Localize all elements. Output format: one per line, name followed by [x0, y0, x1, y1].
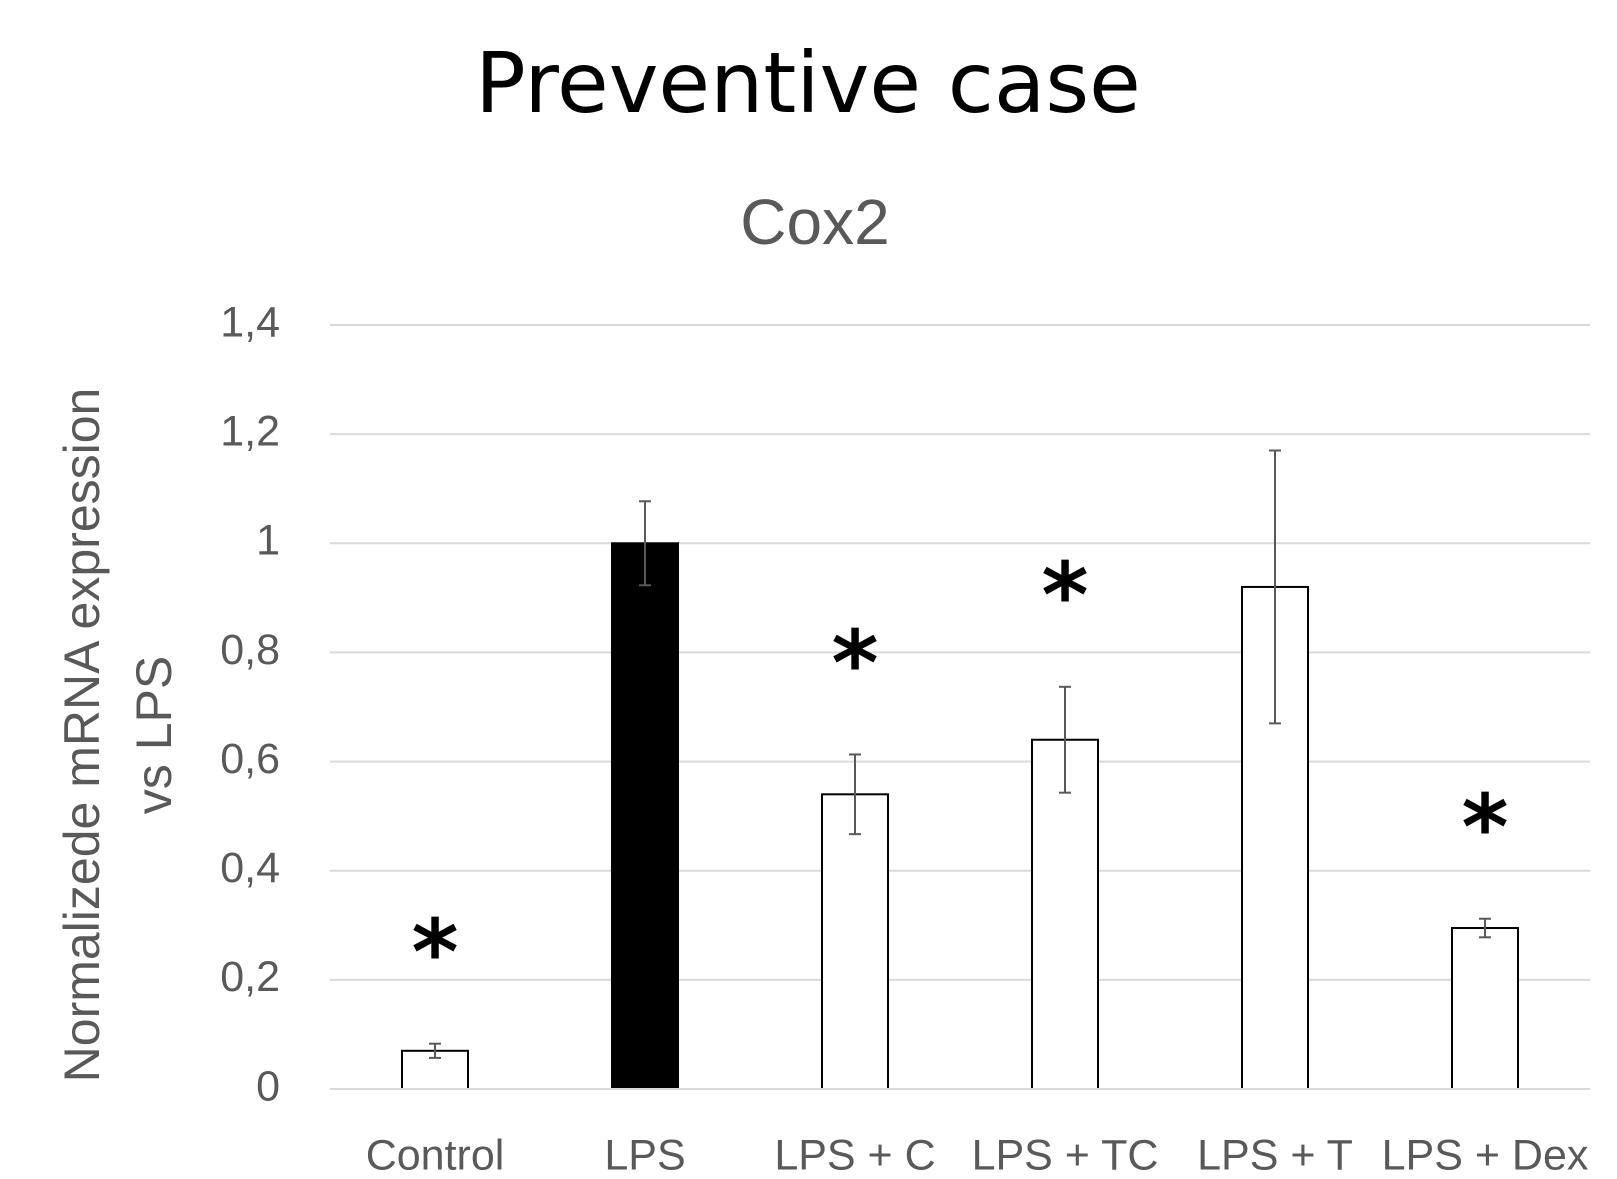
y-tick-label: 0,4 [220, 844, 280, 892]
y-axis-label: vs LPS [126, 656, 182, 814]
y-tick-label: 1,4 [220, 298, 280, 346]
y-tick-label: 0,2 [220, 953, 280, 1001]
bar [611, 542, 679, 1090]
bar [821, 793, 889, 1090]
y-tick-label: 0,8 [220, 626, 280, 674]
significance-marker: * [831, 611, 878, 716]
x-tick-label: LPS + TC [972, 1131, 1159, 1179]
chart-title: Preventive case [475, 34, 1141, 132]
y-tick-label: 0,6 [220, 735, 280, 783]
x-tick-label: LPS + Dex [1382, 1131, 1589, 1179]
x-tick-label: LPS [604, 1131, 685, 1179]
y-tick-label: 1 [256, 517, 280, 565]
significance-marker: * [1041, 544, 1088, 649]
bar [1451, 927, 1519, 1090]
significance-marker: * [1461, 776, 1508, 881]
y-tick-label: 1,2 [220, 408, 280, 456]
x-tick-label: LPS + C [774, 1131, 935, 1179]
y-axis-label: Normalizede mRNA expression [54, 388, 110, 1083]
x-tick-label: Control [366, 1131, 505, 1179]
y-tick-label: 0 [256, 1062, 280, 1110]
chart-subtitle: Cox2 [740, 186, 889, 258]
x-tick-label: LPS + T [1197, 1131, 1353, 1179]
significance-marker: * [411, 901, 458, 1006]
bar [1031, 738, 1099, 1090]
